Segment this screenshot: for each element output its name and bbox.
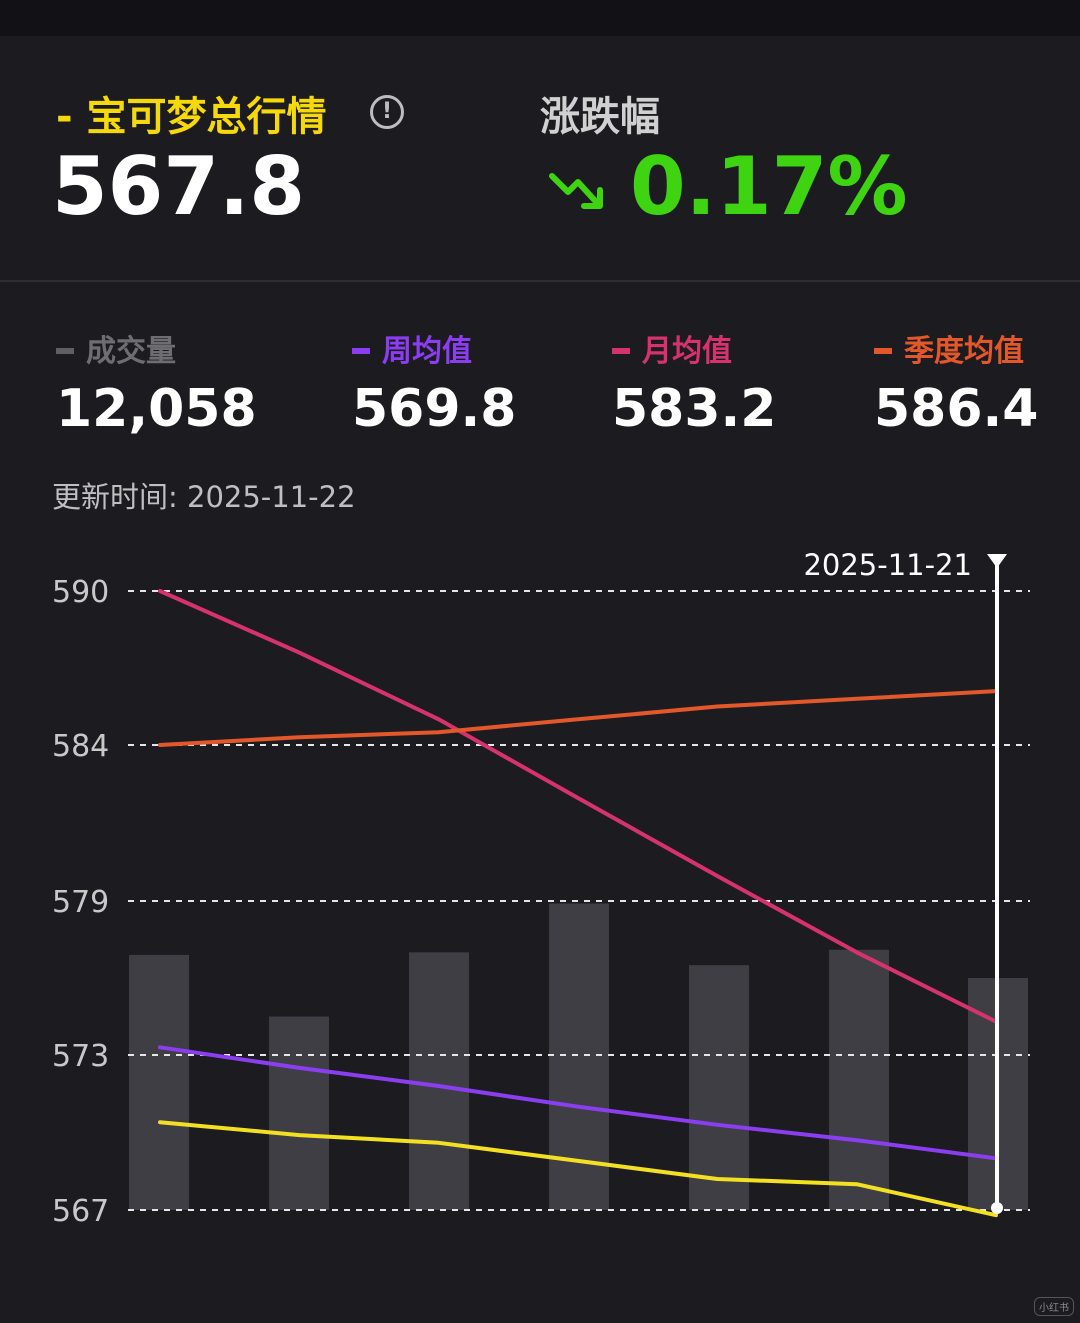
info-icon[interactable]: ! [370,95,404,129]
update-time: 更新时间: 2025-11-22 [52,480,356,514]
change-value: 0.17% [630,140,908,233]
series-line-price [158,1120,998,1218]
divider [0,280,1080,282]
stat-volume-value: 12,058 [56,379,257,439]
cursor-date-label: 2025-11-21 [803,548,972,582]
stat-volume-label-text: 成交量 [86,334,176,369]
y-tick-label: 579 [52,885,109,920]
stat-weekly: 周均值 569.8 [352,330,516,444]
stat-volume: 成交量 12,058 [56,330,257,444]
series-line-monthly [158,589,998,1024]
stat-monthly-label-text: 月均值 [642,334,732,369]
stat-quarterly-label-text: 季度均值 [904,334,1024,369]
status-bar [0,0,1080,36]
stat-weekly-label-text: 周均值 [382,334,472,369]
price-chart[interactable]: 590 584 579 573 567 2025-11-21 [0,540,1080,1240]
y-tick-label: 567 [52,1194,109,1229]
watermark: 小红书 [1034,1297,1074,1316]
volume-bar [129,954,189,1210]
volume-bar [409,952,469,1210]
cursor-point [991,1202,1003,1214]
stat-quarterly-label: 季度均值 [874,330,1038,374]
stat-quarterly: 季度均值 586.4 [874,330,1038,444]
trend-down-right-icon [549,173,603,209]
series-line-weekly [158,1045,998,1161]
y-tick-label: 573 [52,1039,109,1074]
title-prefix: - [56,94,73,140]
stat-monthly-value: 583.2 [612,379,777,439]
market-value: 567.8 [52,140,306,233]
volume-bar [829,949,889,1210]
stat-weekly-value: 569.8 [352,379,517,439]
series-line-quarterly [158,689,998,747]
title-text: 宝可梦总行情 [86,94,327,140]
change-label: 涨跌幅 [540,94,660,140]
stat-quarterly-value: 586.4 [874,379,1039,439]
y-tick-label: 590 [52,575,109,610]
volume-bar [269,1016,329,1210]
stat-monthly-label: 月均值 [612,330,776,374]
market-title: - 宝可梦总行情 [56,84,327,142]
cursor-marker-icon [987,554,1007,568]
volume-bar [689,965,749,1210]
stat-monthly: 月均值 583.2 [612,330,776,444]
stat-volume-label: 成交量 [56,330,257,374]
stat-weekly-label: 周均值 [352,330,516,374]
y-tick-label: 584 [52,729,109,764]
